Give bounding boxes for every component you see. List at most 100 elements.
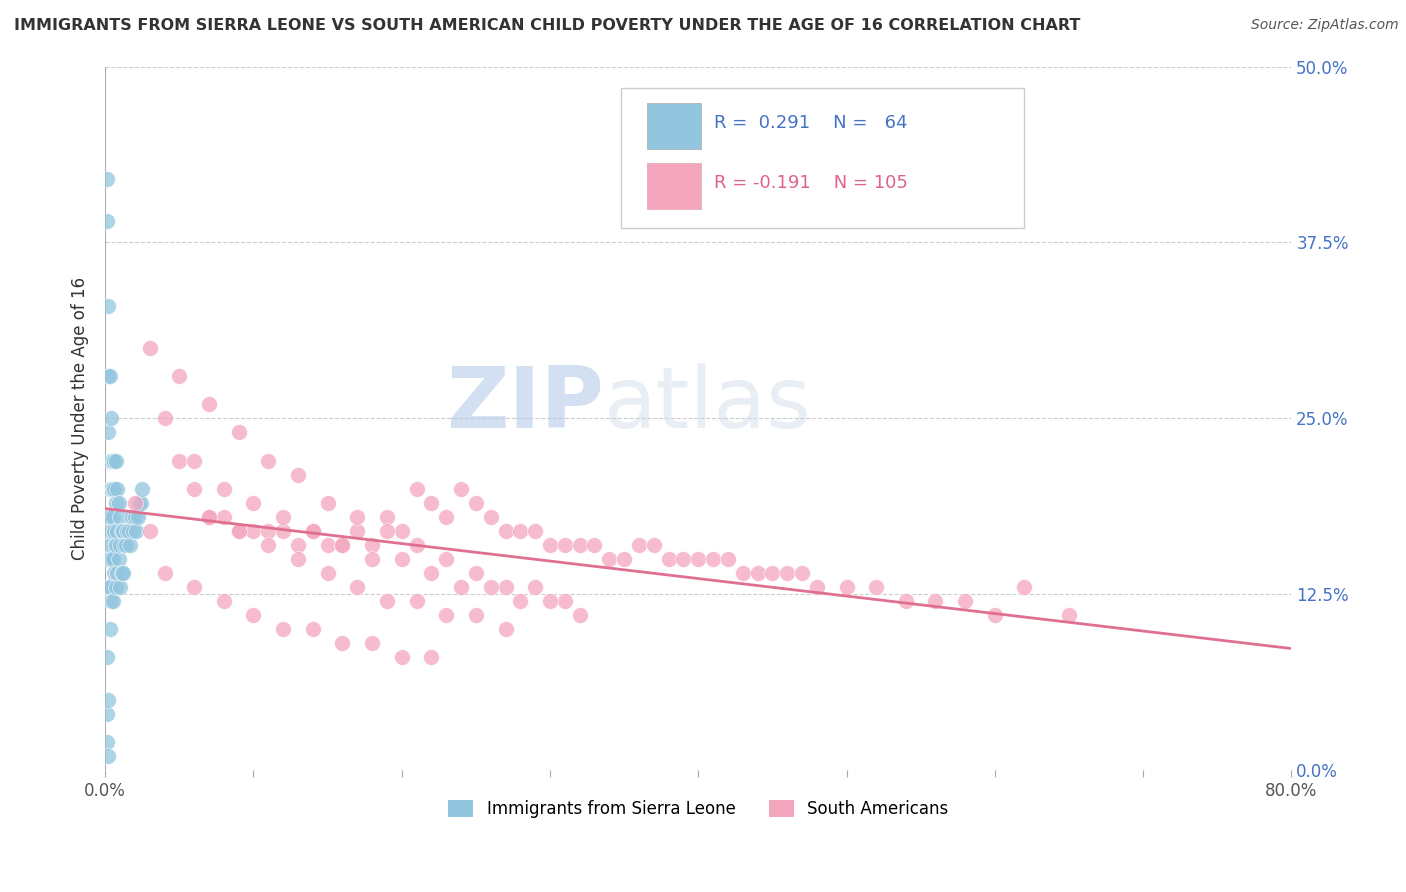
Point	[117, 524, 139, 538]
Point	[131, 482, 153, 496]
Point	[242, 524, 264, 538]
Point	[1014, 580, 1036, 594]
Point	[100, 552, 122, 566]
Point	[731, 566, 754, 580]
Point	[346, 509, 368, 524]
Point	[101, 482, 124, 496]
Point	[332, 538, 354, 552]
Point	[97, 425, 120, 440]
Point	[953, 594, 976, 608]
Point	[598, 552, 620, 566]
Point	[434, 552, 457, 566]
Point	[138, 524, 160, 538]
Point	[118, 524, 141, 538]
Point	[198, 397, 221, 411]
Text: ZIP: ZIP	[446, 363, 603, 446]
Point	[97, 369, 120, 384]
Point	[105, 524, 128, 538]
Point	[115, 538, 138, 552]
Point	[96, 214, 118, 228]
Point	[464, 566, 486, 580]
Point	[101, 594, 124, 608]
Point	[271, 509, 294, 524]
Point	[316, 496, 339, 510]
Point	[434, 608, 457, 623]
Point	[316, 538, 339, 552]
Point	[228, 524, 250, 538]
FancyBboxPatch shape	[647, 103, 700, 149]
Point	[242, 608, 264, 623]
Point	[104, 453, 127, 467]
Point	[183, 482, 205, 496]
Point	[124, 509, 146, 524]
Point	[103, 482, 125, 496]
Point	[688, 552, 710, 566]
Point	[361, 552, 384, 566]
Point	[450, 482, 472, 496]
Point	[984, 608, 1007, 623]
Point	[98, 369, 121, 384]
Point	[405, 594, 427, 608]
Point	[613, 552, 636, 566]
Point	[420, 496, 443, 510]
Point	[97, 748, 120, 763]
Point	[361, 538, 384, 552]
Point	[538, 594, 561, 608]
Point	[583, 538, 606, 552]
Point	[110, 524, 132, 538]
Point	[509, 524, 531, 538]
Text: Source: ZipAtlas.com: Source: ZipAtlas.com	[1251, 18, 1399, 32]
Point	[375, 524, 398, 538]
Point	[105, 482, 128, 496]
Point	[198, 509, 221, 524]
Point	[100, 411, 122, 425]
Y-axis label: Child Poverty Under the Age of 16: Child Poverty Under the Age of 16	[72, 277, 89, 560]
Point	[761, 566, 783, 580]
Point	[495, 580, 517, 594]
Point	[127, 509, 149, 524]
Point	[111, 524, 134, 538]
Point	[568, 538, 591, 552]
Point	[450, 580, 472, 594]
Point	[104, 580, 127, 594]
Point	[128, 496, 150, 510]
Point	[103, 453, 125, 467]
Point	[643, 538, 665, 552]
Point	[257, 453, 280, 467]
Point	[747, 566, 769, 580]
Text: IMMIGRANTS FROM SIERRA LEONE VS SOUTH AMERICAN CHILD POVERTY UNDER THE AGE OF 16: IMMIGRANTS FROM SIERRA LEONE VS SOUTH AM…	[14, 18, 1080, 33]
Point	[672, 552, 695, 566]
Point	[806, 580, 828, 594]
Point	[479, 580, 502, 594]
Point	[104, 496, 127, 510]
Point	[97, 552, 120, 566]
Point	[105, 566, 128, 580]
Point	[183, 453, 205, 467]
Point	[169, 453, 191, 467]
FancyBboxPatch shape	[621, 87, 1025, 228]
Point	[790, 566, 813, 580]
Point	[332, 636, 354, 650]
Point	[108, 580, 131, 594]
Point	[835, 580, 858, 594]
Point	[287, 552, 309, 566]
Point	[96, 735, 118, 749]
Text: atlas: atlas	[603, 363, 811, 446]
Point	[865, 580, 887, 594]
Point	[114, 538, 136, 552]
Point	[420, 650, 443, 665]
Point	[524, 580, 547, 594]
Point	[464, 496, 486, 510]
Point	[124, 496, 146, 510]
Point	[138, 341, 160, 355]
Point	[101, 509, 124, 524]
Point	[101, 453, 124, 467]
Point	[346, 580, 368, 594]
Point	[129, 496, 152, 510]
Point	[169, 369, 191, 384]
Point	[301, 623, 323, 637]
Legend: Immigrants from Sierra Leone, South Americans: Immigrants from Sierra Leone, South Amer…	[441, 794, 955, 825]
Point	[894, 594, 917, 608]
Point	[212, 509, 235, 524]
Point	[776, 566, 799, 580]
